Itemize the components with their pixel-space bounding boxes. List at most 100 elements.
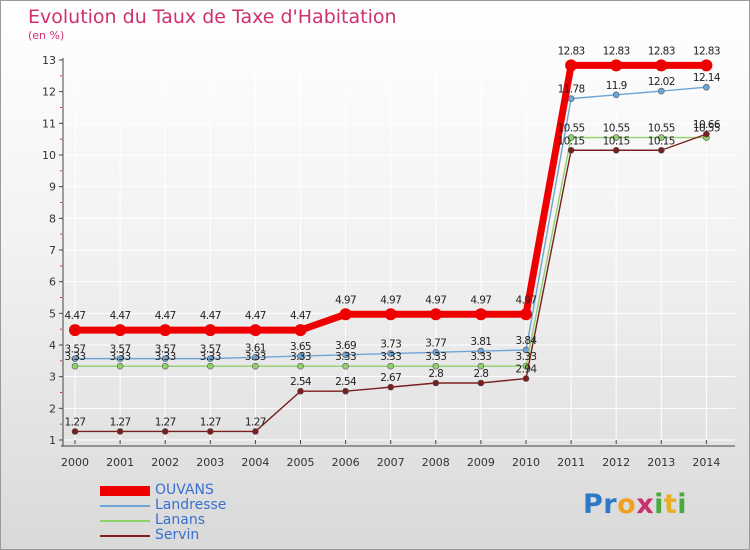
data-label-landresse: 11.9 <box>606 80 627 92</box>
legend-label: Lanans <box>155 512 205 528</box>
data-label-landresse: 11.78 <box>558 84 585 96</box>
data-label-ouvans: 4.97 <box>470 294 491 306</box>
data-label-ouvans: 12.83 <box>693 45 720 57</box>
data-label-ouvans: 12.83 <box>558 45 585 57</box>
data-label-landresse: 3.61 <box>245 342 266 354</box>
y-tick-label: 8 <box>49 212 56 225</box>
data-point-landresse <box>657 87 665 95</box>
data-label-servin: 1.27 <box>155 416 176 428</box>
data-point-servin <box>703 130 710 138</box>
data-label-ouvans: 4.97 <box>425 294 446 306</box>
data-label-servin: 1.27 <box>200 416 221 428</box>
data-label-ouvans: 4.47 <box>290 310 311 322</box>
y-tick-label: 7 <box>49 244 56 257</box>
x-tick-label: 2009 <box>467 456 495 469</box>
data-point-landresse <box>71 355 79 362</box>
data-label-servin: 10.15 <box>603 135 630 147</box>
data-point-ouvans <box>384 308 397 321</box>
data-label-servin: 2.54 <box>290 376 312 388</box>
data-point-servin <box>297 387 304 395</box>
data-point-servin <box>657 146 665 154</box>
data-label-servin: 1.27 <box>110 416 131 428</box>
data-label-lanans: 3.33 <box>245 351 266 363</box>
data-label-lanans: 10.55 <box>693 123 720 135</box>
data-point-lanans <box>297 362 304 370</box>
x-tick-label: 2003 <box>196 456 224 469</box>
data-point-ouvans <box>69 324 81 337</box>
x-tick-label: 2010 <box>512 456 540 469</box>
y-tick-label: 2 <box>49 402 56 415</box>
x-tick-label: 2000 <box>61 456 89 469</box>
data-point-lanans <box>252 362 259 370</box>
y-tick-label: 3 <box>49 371 56 384</box>
data-point-landresse <box>342 351 349 359</box>
data-point-ouvans <box>159 324 172 337</box>
data-point-ouvans <box>655 59 668 72</box>
data-point-servin <box>252 428 259 435</box>
y-tick-label: 1 <box>49 434 56 447</box>
x-tick-label: 2011 <box>557 456 585 469</box>
data-label-servin: 2.8 <box>428 368 443 380</box>
data-label-ouvans: 4.47 <box>245 310 266 322</box>
data-label-servin: 2.54 <box>335 376 357 388</box>
data-label-lanans: 10.55 <box>603 123 630 135</box>
data-label-ouvans: 12.83 <box>603 45 630 57</box>
data-point-lanans <box>657 134 665 141</box>
data-label-servin: 2.67 <box>380 372 401 384</box>
y-tick-label: 4 <box>49 339 56 352</box>
x-tick-label: 2013 <box>647 456 675 469</box>
data-point-ouvans <box>249 324 262 337</box>
data-label-landresse: 3.57 <box>110 344 131 356</box>
data-label-landresse: 3.57 <box>155 344 176 356</box>
data-point-landresse <box>297 352 304 360</box>
data-point-landresse <box>207 355 214 362</box>
x-tick-label: 2004 <box>241 456 269 469</box>
data-point-lanans <box>207 362 214 370</box>
data-label-ouvans: 4.47 <box>200 310 221 322</box>
data-point-ouvans <box>610 59 623 72</box>
data-label-lanans: 3.33 <box>425 351 446 363</box>
legend-swatch <box>100 505 150 507</box>
data-label-lanans: 3.33 <box>470 351 491 363</box>
data-label-ouvans: 4.47 <box>110 310 131 322</box>
data-point-landresse <box>116 355 124 362</box>
data-point-landresse <box>703 83 710 91</box>
data-label-lanans: 3.33 <box>335 351 356 363</box>
data-label-landresse: 3.57 <box>200 344 221 356</box>
data-label-landresse: 3.84 <box>516 335 538 347</box>
x-tick-label: 2008 <box>422 456 450 469</box>
data-point-servin <box>567 146 575 154</box>
data-point-ouvans <box>339 308 352 321</box>
x-tick-label: 2002 <box>151 456 179 469</box>
x-tick-label: 2012 <box>602 456 630 469</box>
data-point-servin <box>432 379 440 387</box>
y-axis-unit-label: (en %) <box>28 29 65 42</box>
data-point-lanans <box>612 134 620 141</box>
data-label-lanans: 3.33 <box>380 351 401 363</box>
data-point-servin <box>116 428 124 435</box>
x-tick-label: 2007 <box>377 456 405 469</box>
data-label-lanans: 10.55 <box>648 123 675 135</box>
data-label-ouvans: 12.83 <box>648 45 675 57</box>
data-point-lanans <box>342 362 349 370</box>
legend-swatch <box>100 535 150 537</box>
data-label-landresse: 3.73 <box>380 339 401 351</box>
data-point-ouvans <box>700 59 713 72</box>
data-point-landresse <box>252 354 259 361</box>
data-point-ouvans <box>520 308 532 321</box>
data-point-lanans <box>116 362 124 370</box>
data-label-landresse: 12.14 <box>693 72 721 84</box>
data-label-servin: 2.8 <box>473 368 488 380</box>
data-label-ouvans: 4.47 <box>155 310 176 322</box>
data-point-servin <box>207 428 214 435</box>
data-label-landresse: 12.02 <box>648 76 675 88</box>
data-point-servin <box>522 375 530 382</box>
data-point-landresse <box>432 348 440 356</box>
data-label-landresse: 3.81 <box>470 336 491 348</box>
data-point-lanans <box>477 362 485 370</box>
data-point-landresse <box>612 91 620 99</box>
data-point-ouvans <box>429 308 442 321</box>
proxiti-logo: Proxiti <box>583 489 688 520</box>
data-label-landresse: 3.57 <box>65 344 86 356</box>
